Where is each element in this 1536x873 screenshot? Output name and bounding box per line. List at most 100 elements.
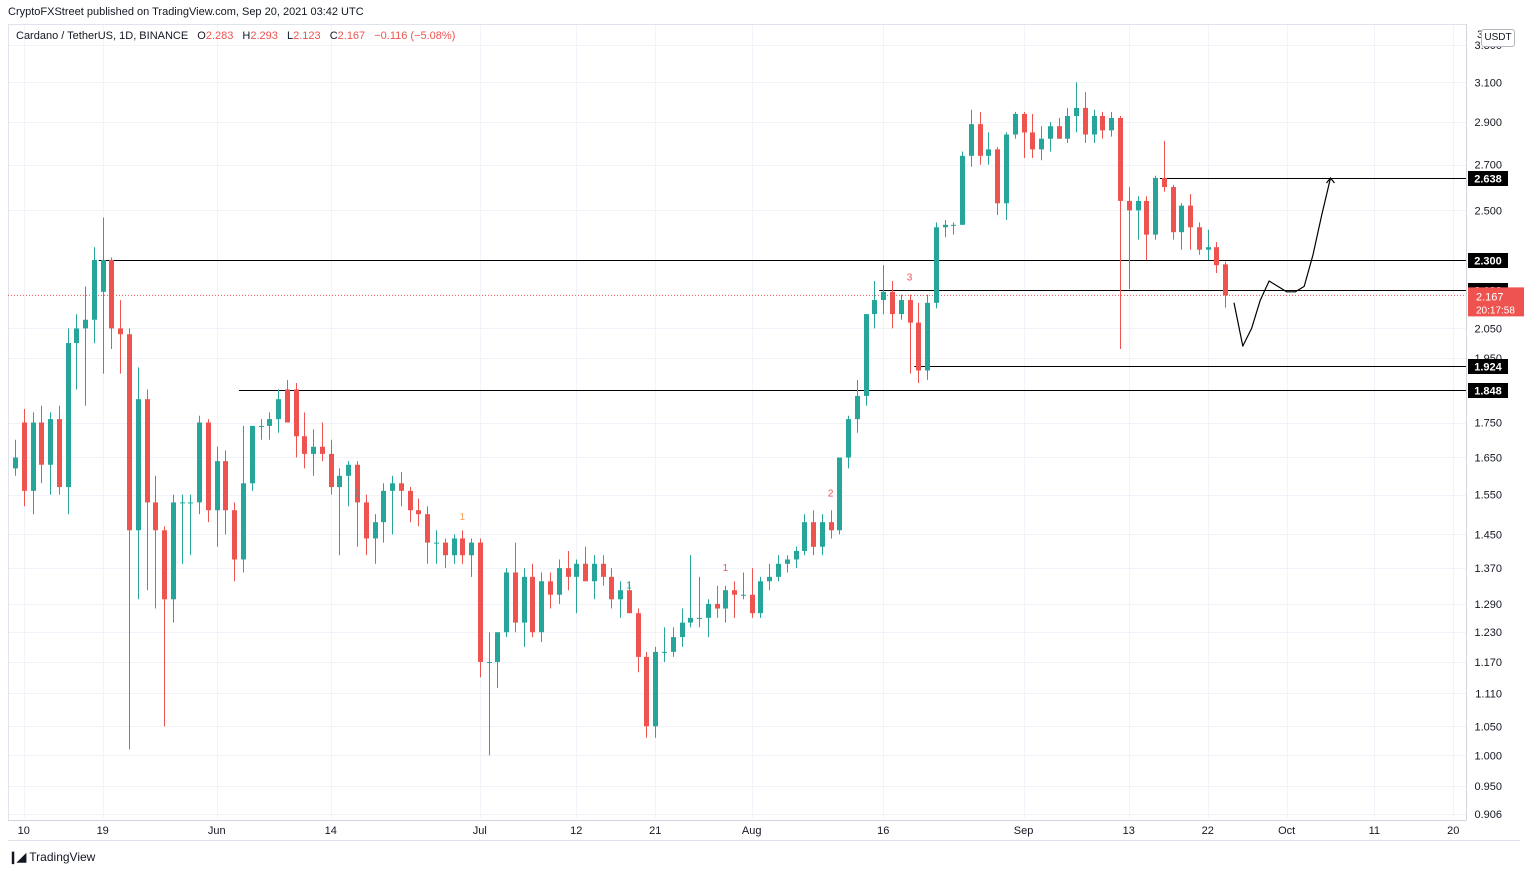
candle	[223, 450, 228, 535]
candle	[530, 563, 535, 638]
candle-body	[48, 419, 53, 465]
candle	[1109, 111, 1114, 137]
candle	[460, 530, 465, 564]
candle	[583, 546, 588, 582]
currency-button[interactable]: USDT	[1481, 29, 1515, 47]
candle-body	[337, 475, 342, 488]
candle	[943, 219, 948, 238]
candle	[715, 585, 720, 618]
candle	[171, 494, 176, 623]
candle	[197, 415, 202, 515]
price-tick-label: 1.050	[1474, 721, 1502, 733]
candle-body	[601, 563, 606, 577]
candle	[557, 559, 562, 604]
candle-body	[425, 514, 430, 543]
candle-body	[995, 149, 1000, 204]
candle-body	[136, 399, 141, 531]
candle-body	[899, 300, 904, 315]
candle-body	[557, 568, 562, 595]
candle-body	[241, 483, 246, 560]
sequence-marker: 3	[907, 272, 913, 283]
candle-body	[741, 594, 746, 596]
candle	[434, 530, 439, 564]
candle-body	[504, 572, 509, 633]
candle	[22, 409, 27, 507]
candle	[1188, 193, 1193, 250]
candle	[697, 576, 702, 628]
time-tick-label: 19	[97, 825, 109, 837]
candle-body	[276, 399, 281, 420]
candle	[750, 568, 755, 618]
candle	[145, 389, 150, 591]
candle	[478, 538, 483, 678]
candle-body	[127, 334, 132, 531]
tradingview-logo-icon: ❙◢	[8, 850, 26, 864]
candle-body	[1179, 205, 1184, 233]
candle	[1083, 92, 1088, 143]
candle-body	[767, 576, 772, 582]
candle	[574, 559, 579, 614]
sequence-marker: 2	[828, 488, 834, 499]
candle	[13, 439, 18, 476]
candle	[872, 281, 877, 329]
candle-body	[162, 530, 167, 600]
price-tick-label: 1.650	[1474, 452, 1502, 464]
candle	[671, 627, 676, 657]
candle	[259, 419, 264, 440]
candle	[1144, 196, 1149, 260]
candle	[1162, 140, 1167, 192]
candle	[969, 109, 974, 167]
candle-body	[22, 422, 27, 491]
candle-body	[232, 510, 237, 560]
sequence-marker: 1	[354, 488, 360, 499]
candle	[57, 405, 62, 495]
candle	[855, 379, 860, 433]
time-tick-label: Jun	[208, 825, 226, 837]
candle	[881, 265, 886, 315]
sequence-marker: 1	[459, 512, 465, 523]
candle	[337, 468, 342, 556]
candle	[908, 294, 913, 374]
brand-label: TradingView	[29, 850, 96, 864]
time-tick-label: Jul	[473, 825, 487, 837]
candle	[206, 419, 211, 523]
publish-credit: CryptoFXStreet published on TradingView.…	[8, 6, 364, 18]
candle-body	[206, 422, 211, 511]
candle-body	[364, 502, 369, 539]
symbol-label[interactable]: Cardano / TetherUS, 1D, BINANCE	[16, 30, 189, 42]
sequence-markers: 1 1 1 1 2 3	[354, 272, 913, 591]
candle-body	[706, 603, 711, 618]
candle	[1179, 203, 1184, 250]
candle-body	[846, 419, 851, 458]
tradingview-brand[interactable]: ❙◢ TradingView	[8, 850, 95, 864]
candle	[39, 405, 44, 484]
candle-body	[101, 259, 106, 292]
candle	[109, 257, 114, 350]
time-tick-label: Aug	[742, 825, 762, 837]
candle	[215, 446, 220, 547]
candle	[618, 581, 623, 618]
candle	[566, 550, 571, 591]
candle-body	[723, 590, 728, 609]
candle-body	[109, 259, 114, 329]
candle-body	[1214, 247, 1219, 266]
candle	[1171, 184, 1176, 240]
candle	[276, 389, 281, 433]
candle-body	[452, 538, 457, 556]
candle-body	[478, 542, 483, 662]
level-price-text: 1.924	[1474, 362, 1502, 374]
candle-body	[443, 542, 448, 556]
candle-body	[697, 617, 702, 619]
price-tick-label: 0.906	[1474, 809, 1502, 821]
price-tick-label: 0.950	[1474, 781, 1502, 793]
candle-body	[592, 563, 597, 582]
candle	[539, 572, 544, 642]
candle-body	[662, 651, 667, 653]
candle-body	[1171, 187, 1176, 233]
candle	[329, 439, 334, 495]
candle	[408, 487, 413, 523]
candle-body	[1074, 107, 1079, 116]
candle-body	[715, 603, 720, 609]
candle	[934, 222, 939, 309]
